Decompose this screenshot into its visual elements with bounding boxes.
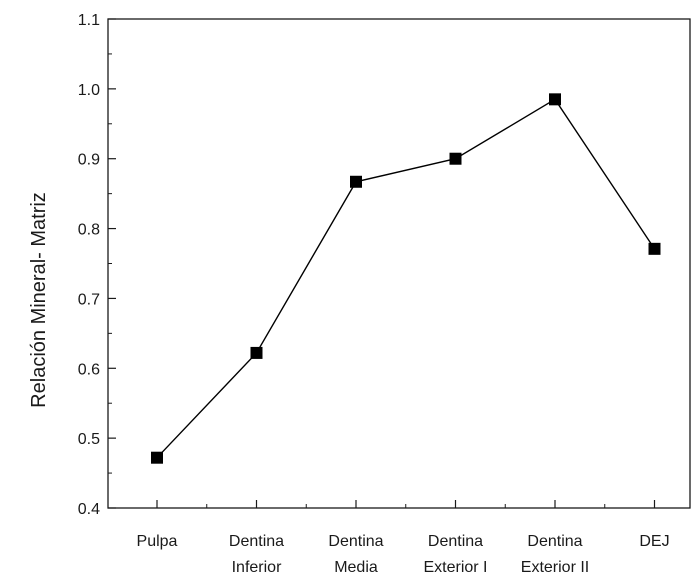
data-point-marker: [449, 152, 462, 165]
y-tick-label: 1.1: [78, 12, 100, 29]
x-category-label: Exterior I: [423, 559, 487, 574]
data-point-marker: [250, 346, 263, 359]
y-axis-tick-labels: 0.4 0.5 0.6 0.7 0.8 0.9 1.0 1.1: [78, 12, 100, 518]
y-tick-label: 0.4: [78, 501, 100, 518]
x-category-label: Exterior II: [521, 559, 589, 574]
y-tick-label: 0.7: [78, 291, 100, 308]
data-point-marker: [648, 242, 661, 255]
x-category-label: DEJ: [639, 533, 669, 550]
y-axis-title: Relación Mineral- Matriz: [28, 192, 50, 408]
data-point-marker: [549, 93, 561, 106]
x-category-label: Dentina: [229, 533, 284, 550]
x-axis-category-labels: Pulpa Dentina Inferior Dentina Media Dentina E…: [137, 533, 670, 574]
x-category-label: Media: [334, 559, 378, 574]
series-line: [156, 98, 656, 459]
x-category-label: Pulpa: [137, 533, 178, 550]
y-tick-label: 0.6: [78, 361, 100, 378]
y-tick-label: 0.5: [78, 431, 100, 448]
y-axis-ticks: [108, 18, 116, 509]
data-point-marker: [151, 451, 163, 464]
x-category-label: Dentina: [328, 533, 383, 550]
data-point-marker: [350, 175, 362, 188]
y-tick-label: 0.8: [78, 222, 100, 239]
x-category-label: Inferior: [232, 559, 282, 574]
series-layer: [151, 93, 661, 464]
y-tick-label: 1.0: [78, 82, 100, 99]
x-axis-ticks: [156, 500, 656, 508]
x-category-label: Dentina: [527, 533, 582, 550]
y-tick-label: 0.9: [78, 152, 100, 169]
plot-border: [107, 18, 691, 509]
plot-frame: [107, 18, 691, 509]
x-category-label: Dentina: [428, 533, 483, 550]
